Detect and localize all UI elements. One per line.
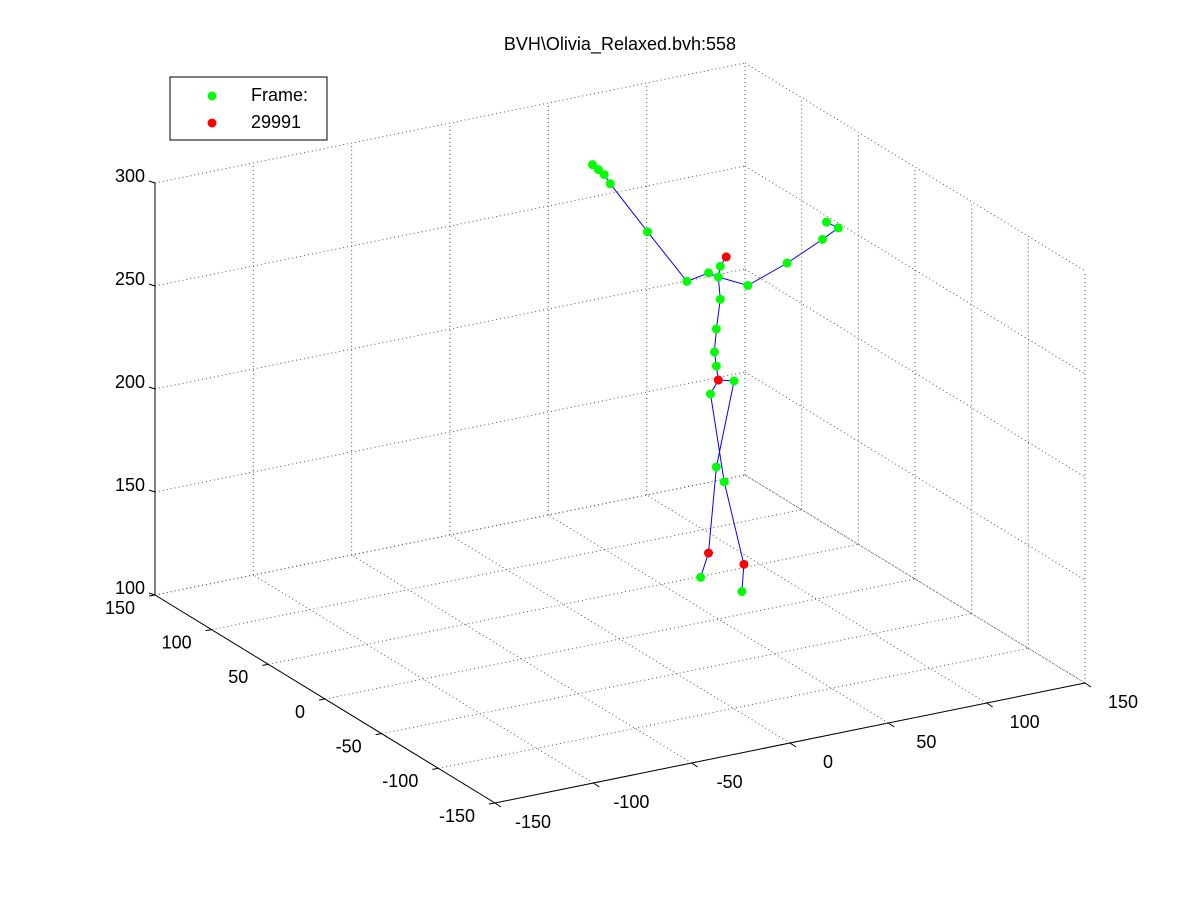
point bbox=[605, 179, 615, 189]
z-tick-label: 300 bbox=[115, 166, 145, 186]
x-tick bbox=[593, 782, 600, 788]
grid-line bbox=[154, 62, 746, 184]
x-tick bbox=[691, 762, 698, 768]
point bbox=[643, 227, 653, 237]
x-tick-label: 50 bbox=[916, 732, 936, 752]
grid-line bbox=[646, 494, 987, 704]
point bbox=[704, 548, 713, 558]
y-tick bbox=[432, 767, 439, 770]
legend-label: Frame: bbox=[251, 85, 308, 105]
legend-marker bbox=[207, 118, 217, 128]
grid-line bbox=[268, 543, 859, 665]
point bbox=[704, 268, 713, 278]
grid-line bbox=[154, 268, 746, 390]
point bbox=[715, 294, 725, 304]
z-tick bbox=[148, 592, 156, 596]
z-tick bbox=[148, 386, 156, 390]
z-tick-label: 150 bbox=[115, 475, 145, 495]
marks bbox=[587, 160, 843, 597]
y-tick-label: -150 bbox=[439, 806, 475, 826]
point bbox=[822, 217, 831, 227]
y-tick-label: -50 bbox=[336, 736, 362, 756]
grid-line bbox=[744, 62, 1086, 272]
y-tick bbox=[318, 698, 326, 701]
x-tick bbox=[888, 722, 895, 728]
y-tick-label: 100 bbox=[162, 632, 192, 652]
z-tick bbox=[148, 180, 156, 184]
x-tick-label: -50 bbox=[717, 772, 743, 792]
x-tick-label: 150 bbox=[1108, 692, 1138, 712]
point bbox=[705, 389, 715, 399]
y-tick-label: 50 bbox=[228, 667, 248, 687]
x-tick-label: -100 bbox=[613, 792, 649, 812]
point bbox=[713, 272, 723, 282]
point bbox=[682, 276, 692, 286]
point bbox=[587, 160, 597, 170]
point bbox=[599, 170, 609, 180]
z-tick bbox=[148, 283, 156, 287]
y-tick-label: -100 bbox=[382, 771, 418, 791]
grid-line bbox=[438, 647, 1029, 769]
y-tick bbox=[205, 629, 212, 632]
grid-line bbox=[381, 613, 972, 735]
y-tick bbox=[375, 733, 382, 736]
point bbox=[696, 572, 706, 582]
point bbox=[782, 258, 792, 268]
grid-line bbox=[154, 474, 746, 596]
x-tick bbox=[494, 802, 502, 808]
z-tick-label: 100 bbox=[115, 578, 145, 598]
point bbox=[739, 559, 749, 569]
point bbox=[711, 361, 721, 371]
x-tick bbox=[789, 742, 797, 748]
point bbox=[715, 261, 725, 271]
point bbox=[713, 375, 723, 385]
x-tick bbox=[986, 702, 993, 708]
point bbox=[833, 223, 843, 233]
point bbox=[729, 376, 739, 386]
z-tick bbox=[148, 489, 156, 493]
point bbox=[719, 477, 729, 487]
x-tick-label: -150 bbox=[515, 812, 551, 832]
grid-line bbox=[324, 578, 916, 700]
point bbox=[709, 347, 719, 357]
legend-label: 29991 bbox=[251, 112, 301, 132]
x-tick-label: 100 bbox=[1010, 712, 1040, 732]
y-tick bbox=[262, 663, 269, 666]
grid-line bbox=[548, 514, 889, 724]
z-tick-label: 250 bbox=[115, 269, 145, 289]
point bbox=[737, 587, 747, 597]
point bbox=[711, 462, 721, 472]
chart-title: BVH\Olivia_Relaxed.bvh:558 bbox=[504, 34, 736, 55]
y-tick-label: 0 bbox=[295, 702, 305, 722]
point bbox=[593, 165, 603, 175]
grid-line bbox=[211, 509, 802, 631]
grid-line bbox=[744, 474, 1086, 684]
legend-box bbox=[169, 76, 328, 141]
point bbox=[711, 324, 721, 334]
y-tick bbox=[488, 802, 496, 805]
x-tick-label: 0 bbox=[823, 752, 833, 772]
grid-line bbox=[154, 165, 746, 287]
axes: -150-100-50050100150-150-100-50050100150… bbox=[105, 166, 1138, 832]
grid-line bbox=[154, 371, 746, 493]
z-tick-label: 200 bbox=[115, 372, 145, 392]
legend-marker bbox=[207, 91, 217, 101]
grid-line bbox=[744, 165, 1086, 375]
point bbox=[743, 280, 753, 290]
y-tick-label: 150 bbox=[105, 598, 135, 618]
grid-line bbox=[744, 371, 1086, 581]
grid bbox=[154, 62, 1086, 804]
legend: Frame: 29991 bbox=[169, 76, 328, 141]
point bbox=[721, 252, 731, 262]
grid-line bbox=[449, 534, 791, 744]
point bbox=[818, 234, 828, 244]
grid-line bbox=[744, 268, 1086, 478]
x-tick bbox=[1084, 682, 1092, 688]
